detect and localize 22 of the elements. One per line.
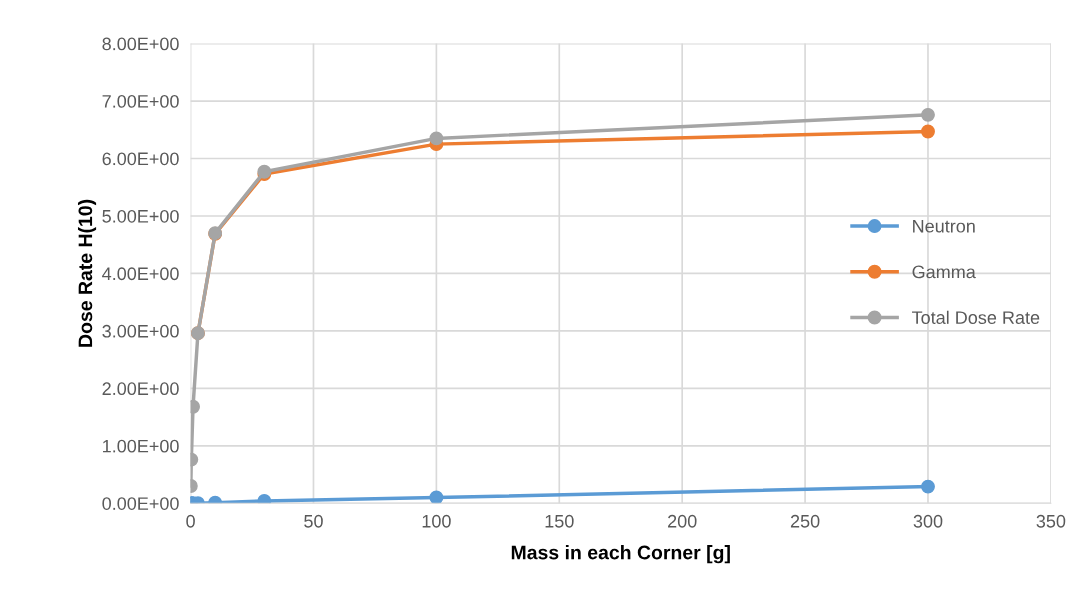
x-tick-label: 300	[913, 514, 943, 528]
legend-label: Neutron	[913, 219, 975, 233]
y-tick-label: 1.00E+00	[103, 439, 179, 453]
x-tick-label: 150	[545, 514, 574, 528]
y-tick-label: 3.00E+00	[102, 324, 179, 338]
x-tick-label: 100	[422, 514, 451, 528]
x-axis-title: Mass in each Corner [g]	[511, 545, 730, 564]
y-axis-title: Dose Rate H(10)	[77, 199, 97, 347]
x-tick-label: 200	[668, 514, 697, 528]
y-tick-label: 2.00E+00	[102, 382, 179, 396]
x-tick-label: 250	[790, 514, 820, 528]
y-tick-label: 4.00E+00	[102, 267, 179, 281]
legend-label: Gamma	[912, 265, 976, 279]
x-tick-label: 50	[304, 514, 323, 528]
legend-label: Total Dose Rate	[912, 310, 1040, 324]
y-tick-label: 7.00E+00	[102, 94, 179, 108]
x-tick-label: 0	[186, 514, 195, 528]
y-tick-label: 0.00E+00	[102, 497, 179, 510]
y-tick-label: 6.00E+00	[102, 152, 179, 166]
x-tick-label: 350	[1036, 514, 1066, 528]
y-tick-label: 8.00E+00	[102, 37, 179, 51]
y-tick-label: 5.00E+00	[102, 209, 179, 223]
